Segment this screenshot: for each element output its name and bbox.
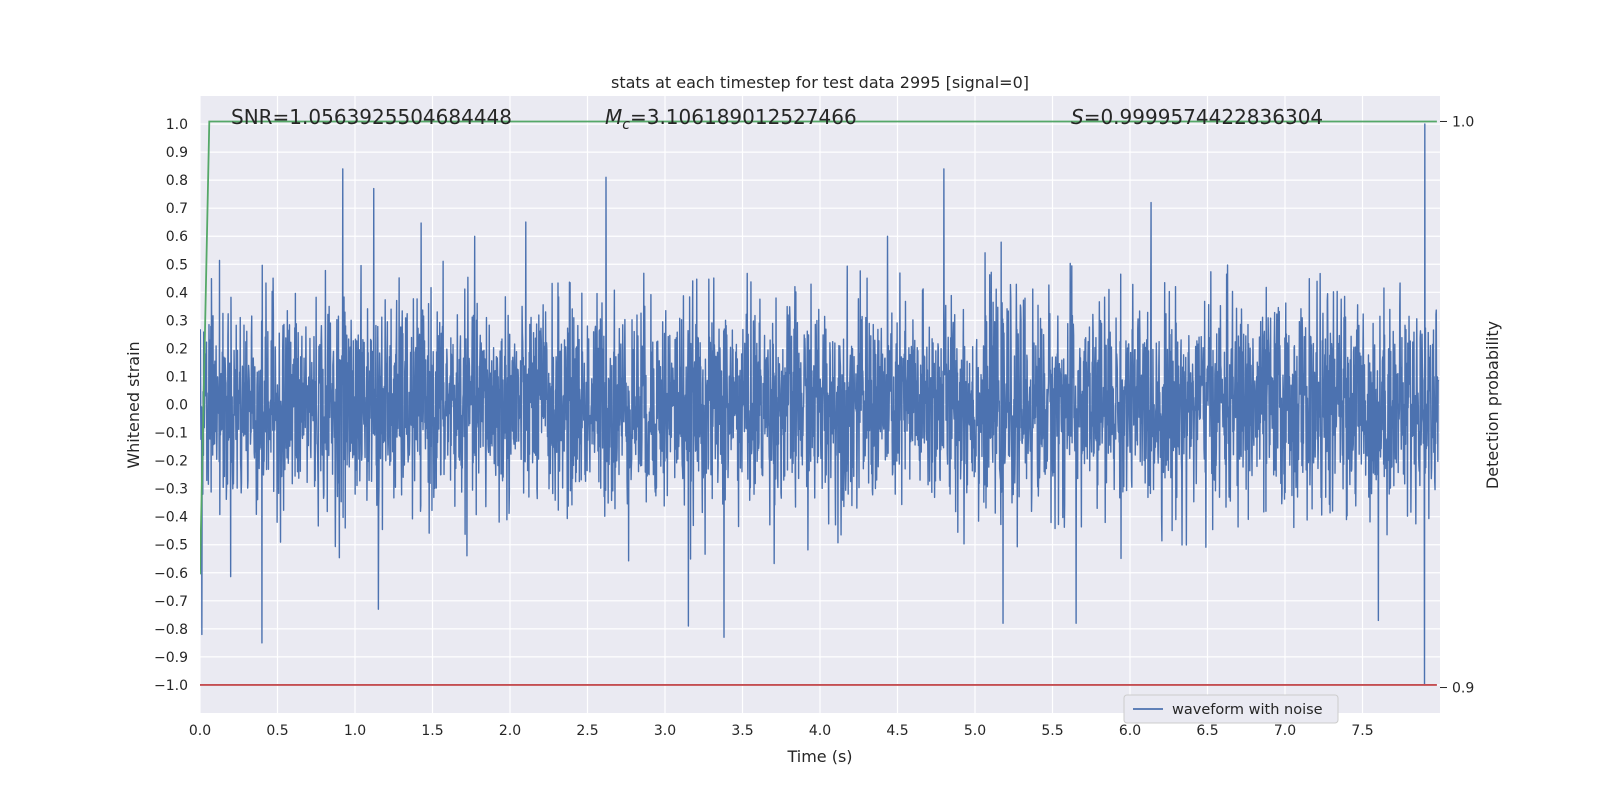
y2-axis-ticks: 1.0 0.9 xyxy=(1440,114,1474,697)
y-tick-label: 0.0 xyxy=(166,398,188,414)
series-waveform-with-noise xyxy=(200,123,1440,686)
legend-box xyxy=(1123,694,1339,724)
annotation-s-symbol: S xyxy=(1071,105,1084,129)
y-tick-label: −0.9 xyxy=(154,650,188,666)
y-tick-label: −0.8 xyxy=(154,622,188,638)
chart-title: stats at each timestep for test data 299… xyxy=(611,73,1029,92)
x-tick-label: 6.0 xyxy=(1119,723,1141,739)
y-tick-label: −1.0 xyxy=(154,678,188,694)
y-tick-label: −0.6 xyxy=(154,566,188,582)
x-tick-label: 5.0 xyxy=(964,723,986,739)
plot-series xyxy=(200,120,1440,686)
annotation-s-value: =0.9999574422836304 xyxy=(1084,105,1323,129)
series-detection-probability xyxy=(200,120,1437,575)
y-tick-label: 0.6 xyxy=(166,229,188,245)
annotation-mc-symbol: M xyxy=(605,105,622,129)
y-axis-ticks: 1.0 0.9 0.8 0.7 0.6 0.5 0.4 0.3 0.2 0.1 0.0 −0.1 −0.… xyxy=(154,117,188,694)
x-tick-label: 7.0 xyxy=(1274,723,1296,739)
y-axis-label: Whitened strain xyxy=(124,341,143,468)
y-tick-label: −0.4 xyxy=(154,510,188,526)
y2-tick-label: 1.0 xyxy=(1452,114,1474,130)
y2-axis-label: Detection probability xyxy=(1483,321,1502,489)
x-tick-label: 3.0 xyxy=(654,723,676,739)
legend: waveform with noise xyxy=(1123,694,1339,724)
x-tick-label: 4.5 xyxy=(886,723,908,739)
x-tick-label: 1.5 xyxy=(421,723,443,739)
y-tick-label: 0.3 xyxy=(166,313,188,329)
y-tick-label: 0.2 xyxy=(166,341,188,357)
annotation-snr: SNR=1.0563925504684448 xyxy=(231,105,512,129)
y-tick-label: 0.8 xyxy=(166,173,188,189)
x-tick-label: 7.5 xyxy=(1351,723,1373,739)
x-tick-label: 5.5 xyxy=(1041,723,1063,739)
x-tick-label: 4.0 xyxy=(809,723,831,739)
x-tick-label: 0.5 xyxy=(266,723,288,739)
x-axis-ticks: 0.0 0.5 1.0 1.5 2.0 2.5 3.0 3.5 4.0 4.5 5.0 5.5 6.0 6… xyxy=(189,723,1374,739)
y-tick-label: 0.9 xyxy=(166,145,188,161)
annotation-mc-value: =3.106189012527466 xyxy=(630,105,857,129)
y-tick-label: −0.3 xyxy=(154,482,188,498)
annotation-s: S=0.9999574422836304 xyxy=(1071,105,1323,129)
y2-tick-label: 0.9 xyxy=(1452,681,1474,697)
y-tick-label: 0.1 xyxy=(166,369,188,385)
x-tick-label: 0.0 xyxy=(189,723,211,739)
y-tick-label: 0.5 xyxy=(166,257,188,273)
y-tick-label: 0.7 xyxy=(166,201,188,217)
y-tick-label: 0.4 xyxy=(166,285,188,301)
y-tick-label: 1.0 xyxy=(166,117,188,133)
legend-label-waveform: waveform with noise xyxy=(1172,702,1323,718)
x-tick-label: 6.5 xyxy=(1196,723,1218,739)
y-tick-label: −0.2 xyxy=(154,454,188,470)
annotation-mc-subscript: c xyxy=(622,117,630,133)
x-tick-label: 2.0 xyxy=(499,723,521,739)
y-tick-label: −0.7 xyxy=(154,594,188,610)
x-axis-label: Time (s) xyxy=(786,747,852,766)
annotation-mc: Mc=3.106189012527466 xyxy=(605,105,857,133)
y-tick-label: −0.5 xyxy=(154,538,188,554)
x-tick-label: 1.0 xyxy=(344,723,366,739)
x-tick-label: 2.5 xyxy=(576,723,598,739)
y-tick-label: −0.1 xyxy=(154,426,188,442)
x-tick-label: 3.5 xyxy=(731,723,753,739)
